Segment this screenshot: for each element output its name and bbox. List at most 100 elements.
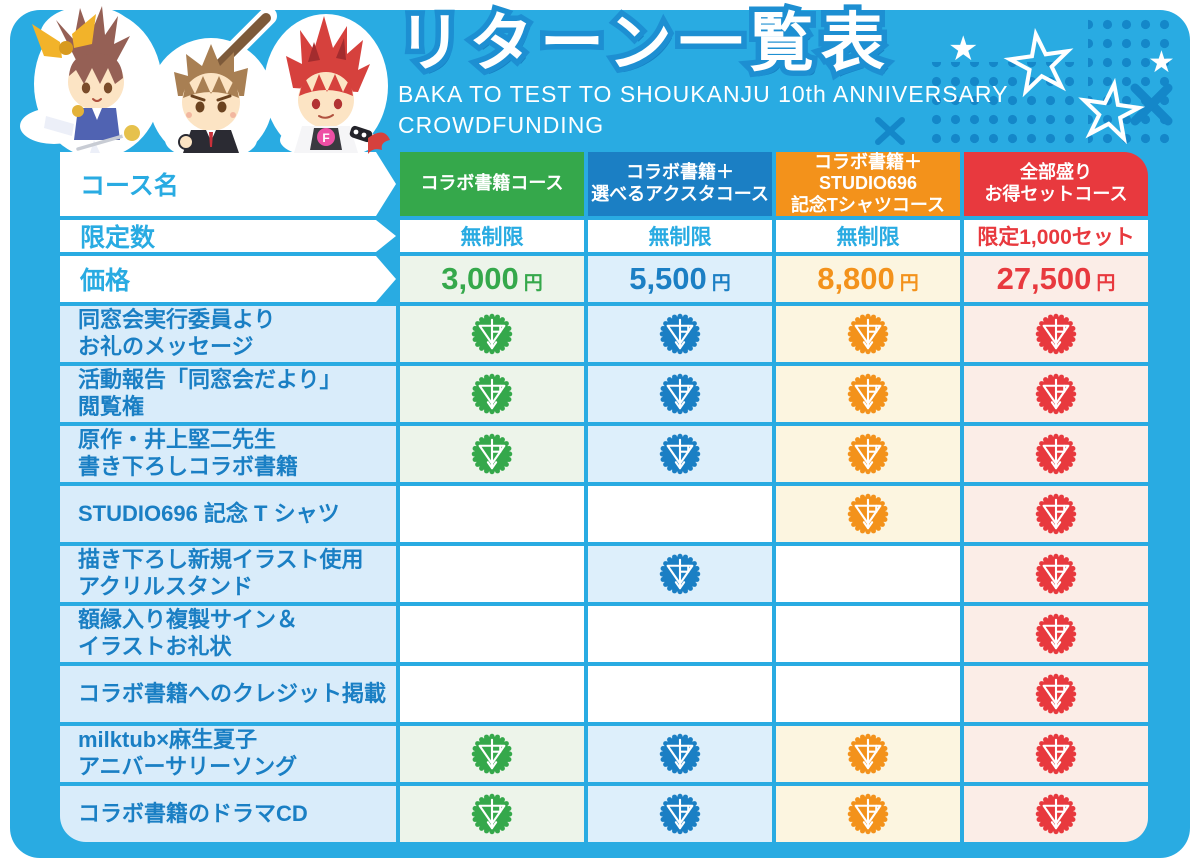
limit-cell-1: 無制限 [400,220,584,252]
feature-label: コラボ書籍のドラマCD [60,786,396,842]
included-stamp-icon [1035,493,1077,535]
feature-cell [588,546,772,602]
course-header-1: コラボ書籍コース [400,152,584,216]
feature-label: milktub×麻生夏子 アニバーサリーソング [60,726,396,782]
row-label-course-name: コース名 [60,152,396,216]
price-unit: 円 [899,273,919,294]
included-stamp-icon [1035,553,1077,595]
included-stamp-icon [847,373,889,415]
row-label-price: 価格 [60,256,396,302]
limit-cell-3: 無制限 [776,220,960,252]
limit-cell-4: 限定1,000セット [964,220,1148,252]
feature-cell [776,546,960,602]
included-stamp-icon [659,433,701,475]
feature-cell [964,486,1148,542]
price-cell-3: 8,800 円 [776,256,960,302]
feature-cell [400,486,584,542]
subtitle-line-2: CROWDFUNDING [398,112,605,139]
feature-label: 活動報告「同窓会だより」 閲覧権 [60,366,396,422]
included-stamp-icon [471,433,513,475]
included-stamp-icon [847,433,889,475]
returns-table: コース名 コラボ書籍コース コラボ書籍＋ 選べるアクスタコース コラボ書籍＋ STUD… [60,152,1148,842]
feature-label: 描き下ろし新規イラスト使用 アクリルスタンド [60,546,396,602]
price-cell-1: 3,000 円 [400,256,584,302]
feature-cell [400,606,584,662]
feature-cell [588,306,772,362]
feature-cell [776,726,960,782]
included-stamp-icon [659,313,701,355]
included-stamp-icon [659,373,701,415]
row-label-limited-count: 限定数 [60,220,396,252]
feature-cell [776,426,960,482]
included-stamp-icon [1035,733,1077,775]
included-stamp-icon [1035,673,1077,715]
price-value: 27,500 [996,261,1092,296]
header-block: リターン一覧表 BAKA TO TEST TO SHOUKANJU 10th A… [398,9,1009,139]
feature-cell [964,786,1148,842]
page-title: リターン一覧表 [398,9,892,77]
feature-label: 同窓会実行委員より お礼のメッセージ [60,306,396,362]
price-value: 8,800 [817,261,895,296]
included-stamp-icon [1035,313,1077,355]
feature-cell [776,486,960,542]
feature-label: 額縁入り複製サイン＆ イラストお礼状 [60,606,396,662]
included-stamp-icon [847,493,889,535]
character-girl [32,6,142,153]
characters-illustration: F [20,6,390,154]
feature-cell [964,426,1148,482]
feature-cell [776,366,960,422]
feature-cell [964,306,1148,362]
feature-cell [400,546,584,602]
feature-cell [964,606,1148,662]
course-header-3: コラボ書籍＋ STUDIO696 記念Tシャツコース [776,152,960,216]
feature-cell [400,726,584,782]
feature-label: コラボ書籍へのクレジット掲載 [60,666,396,722]
included-stamp-icon [471,793,513,835]
included-stamp-icon [659,793,701,835]
feature-cell [776,306,960,362]
course-header-2: コラボ書籍＋ 選べるアクスタコース [588,152,772,216]
limit-cell-2: 無制限 [588,220,772,252]
feature-cell [400,366,584,422]
feature-cell [964,666,1148,722]
price-value: 3,000 [441,261,519,296]
included-stamp-icon [471,373,513,415]
feature-cell [588,366,772,422]
feature-cell [776,786,960,842]
included-stamp-icon [659,553,701,595]
feature-label: STUDIO696 記念 T シャツ [60,486,396,542]
feature-cell [400,306,584,362]
included-stamp-icon [1035,793,1077,835]
price-unit: 円 [711,273,731,294]
feature-cell [400,786,584,842]
feature-cell [964,366,1148,422]
feature-cell [588,786,772,842]
included-stamp-icon [847,733,889,775]
character-boy-suit [174,13,271,153]
feature-label: 原作・井上堅二先生 書き下ろしコラボ書籍 [60,426,396,482]
feature-cell [964,546,1148,602]
feature-cell [400,666,584,722]
price-cell-2: 5,500 円 [588,256,772,302]
svg-text:F: F [322,131,329,145]
feature-cell [776,606,960,662]
feature-cell [588,426,772,482]
subtitle-line-1: BAKA TO TEST TO SHOUKANJU 10th ANNIVERSA… [398,81,1009,108]
included-stamp-icon [847,313,889,355]
included-stamp-icon [1035,613,1077,655]
course-header-4: 全部盛り お得セットコース [964,152,1148,216]
feature-cell [588,726,772,782]
feature-cell [400,426,584,482]
price-unit: 円 [1096,273,1116,294]
included-stamp-icon [1035,433,1077,475]
feature-cell [588,606,772,662]
price-unit: 円 [523,273,543,294]
feature-cell [588,486,772,542]
included-stamp-icon [847,793,889,835]
included-stamp-icon [1035,373,1077,415]
price-value: 5,500 [629,261,707,296]
feature-cell [776,666,960,722]
included-stamp-icon [471,733,513,775]
price-cell-4: 27,500 円 [964,256,1148,302]
